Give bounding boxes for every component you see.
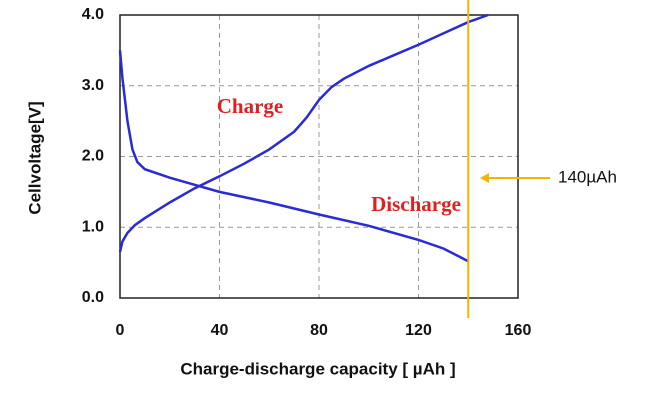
- x-tick-label: 40: [211, 322, 229, 339]
- y-tick-label: 2.0: [82, 148, 104, 165]
- plot-border: [119, 14, 519, 299]
- marker-label: 140µAh: [558, 167, 617, 186]
- y-tick-label: 1.0: [82, 218, 104, 235]
- data-line: [118, 50, 469, 263]
- y-tick-label: 0.0: [82, 289, 104, 306]
- x-tick-label: 120: [405, 322, 432, 339]
- x-tick-label: 80: [310, 322, 328, 339]
- x-tick-label: 0: [116, 322, 125, 339]
- y-tick-label: 3.0: [82, 77, 104, 94]
- y-tick-label: 4.0: [82, 6, 104, 23]
- series-annotation: Charge: [217, 94, 284, 118]
- y-axis-label: Cellvoltage[V]: [25, 101, 44, 214]
- data-line: [118, 13, 489, 253]
- x-tick-label: 160: [505, 322, 532, 339]
- series-annotation: Discharge: [371, 192, 461, 216]
- marker-arrowhead: [480, 173, 489, 183]
- x-axis-label: Charge-discharge capacity [ µAh ]: [180, 359, 455, 378]
